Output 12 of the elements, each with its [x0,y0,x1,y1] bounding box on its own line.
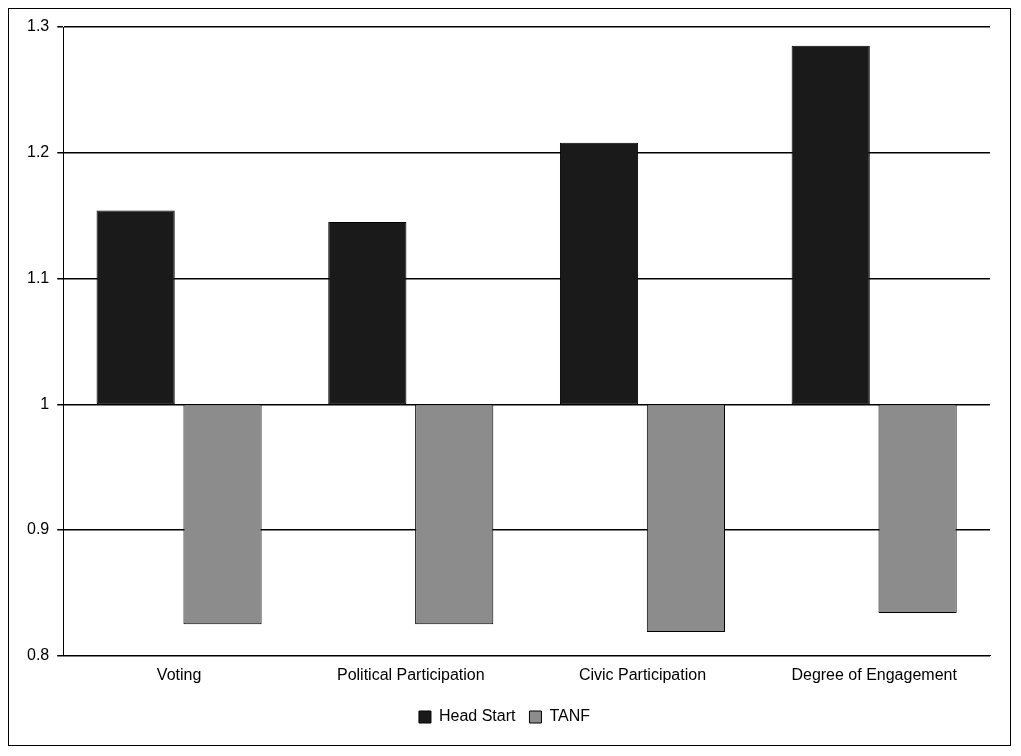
y-tick-label: 0.8 [26,646,50,664]
y-tick-label: 1.2 [26,143,50,161]
x-tick-label: Degree of Engagement [791,665,958,683]
y-tick-label: 0.9 [26,520,50,538]
x-tick-label: Political Participation [336,665,485,683]
y-tick-label: 1 [40,394,50,412]
legend-label: TANF [549,707,591,725]
x-tick-label: Voting [156,665,202,683]
legend-label: Head Start [438,707,516,725]
x-tick-label: Civic Participation [578,665,707,683]
y-tick-label: 1.3 [26,17,50,35]
y-tick-label: 1.1 [26,268,50,286]
